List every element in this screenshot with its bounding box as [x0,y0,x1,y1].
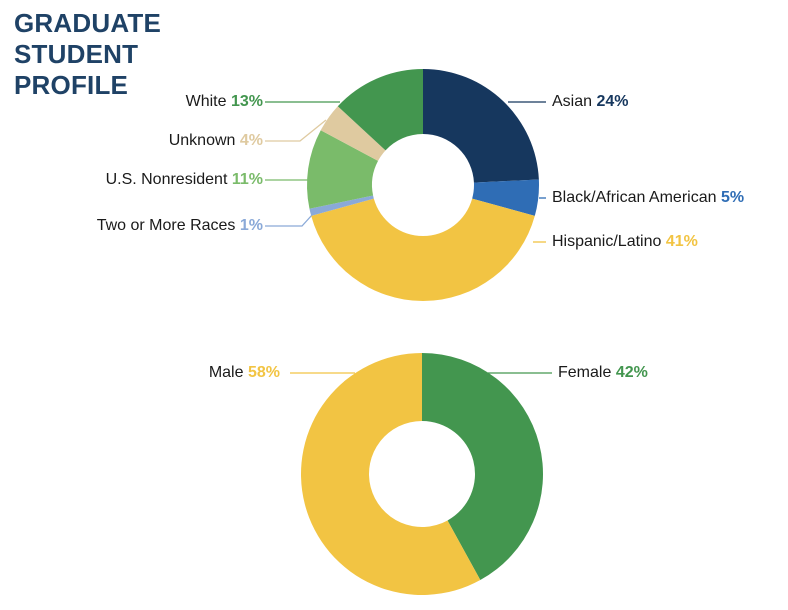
label-name: Asian [552,93,593,110]
ethnicity-donut-chart [307,69,539,301]
slice-black-african-american [472,179,539,216]
label-white: White 13% [186,93,263,111]
slice-unknown [320,106,386,161]
slice-asian [423,69,539,183]
label-asian: Asian 24% [552,93,629,111]
label-name: Black/African American [552,189,717,206]
title-line-2: STUDENT [14,39,139,69]
slice-male [300,353,481,596]
title-line-1: GRADUATE [14,8,161,38]
label-pct: 1% [239,217,263,234]
label-name: Unknown [168,132,236,149]
label-pct: 41% [665,233,698,250]
label-name: U.S. Nonresident [105,171,228,188]
label-name: Female [558,364,612,381]
page-title: GRADUATE STUDENT PROFILE [14,8,161,101]
label-unknown: Unknown 4% [169,132,263,150]
label-pct: 13% [230,93,263,110]
label-name: Two or More Races [96,217,236,234]
gender-donut-chart [300,353,543,596]
label-name: Male [208,364,244,381]
leader-line-unknown [265,119,327,142]
label-pct: 24% [596,93,629,110]
label-name: White [185,93,227,110]
label-black: Black/African American 5% [552,189,744,207]
slice-two-or-more-races [309,195,374,216]
title-line-3: PROFILE [14,70,129,100]
label-pct: 4% [239,132,263,149]
label-pct: 11% [231,171,263,188]
label-two-or-more: Two or More Races 1% [97,217,263,235]
slice-hispanic-latino [311,198,535,301]
slice-female [422,353,543,581]
label-hispanic: Hispanic/Latino 41% [552,233,698,251]
label-male: Male 58% [209,364,280,382]
slice-u-s-nonresident [307,130,379,209]
label-pct: 5% [720,189,745,206]
slice-white [337,69,423,151]
label-name: Hispanic/Latino [552,233,662,250]
label-female: Female 42% [558,364,648,382]
leader-line-two-or-more [265,214,313,227]
leader-lines [265,101,552,374]
label-pct: 42% [615,364,648,381]
label-pct: 58% [247,364,280,381]
label-nonresident: U.S. Nonresident 11% [106,171,263,189]
